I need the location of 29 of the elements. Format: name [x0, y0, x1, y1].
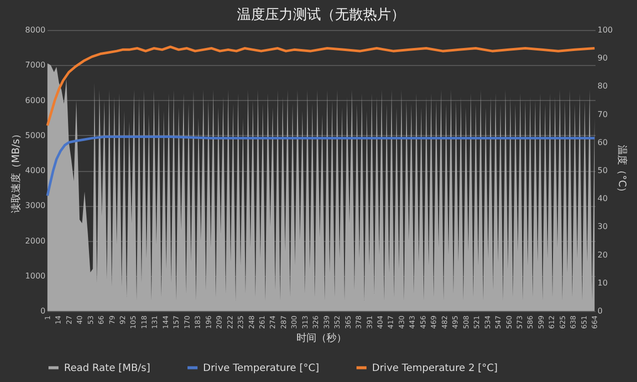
y-tick-label: 1000 [25, 271, 46, 280]
legend-label: Drive Temperature [°C] [203, 362, 320, 374]
line-series [46, 136, 596, 198]
x-axis-title: 时间（秒） [296, 332, 346, 344]
y2-tick-label: 70 [598, 110, 608, 119]
y2-tick-label: 40 [598, 194, 608, 204]
y-tick-label: 4000 [25, 166, 46, 175]
y-tick-label: 0 [40, 306, 46, 316]
legend-label: Read Rate [MB/s] [64, 362, 150, 374]
legend-label: Drive Temperature 2 [°C] [372, 362, 498, 374]
chart-title: 温度压力测试（无散热片） [237, 7, 405, 23]
y2-tick-label: 80 [598, 82, 608, 91]
y-tick-label: 2000 [25, 236, 46, 246]
y-axis-title: 读取速度（MB/s） [10, 128, 22, 214]
y2-tick-label: 60 [598, 138, 608, 147]
y-tick-label: 3000 [25, 201, 46, 210]
y2-tick-label: 50 [598, 166, 608, 175]
y-tick-label: 8000 [25, 26, 46, 34]
line-series [46, 46, 596, 127]
y2-axis-title: 温度（°C） [616, 145, 628, 197]
y2-tick-label: 0 [598, 306, 603, 316]
y2-tick-label: 10 [598, 278, 608, 288]
y-tick-label: 5000 [25, 130, 46, 140]
y2-tick-label: 100 [598, 26, 613, 34]
y-tick-label: 7000 [25, 60, 46, 70]
y2-tick-label: 90 [598, 54, 608, 63]
y-tick-label: 6000 [25, 96, 46, 105]
y2-tick-label: 20 [598, 250, 608, 260]
y2-tick-label: 30 [598, 222, 608, 232]
